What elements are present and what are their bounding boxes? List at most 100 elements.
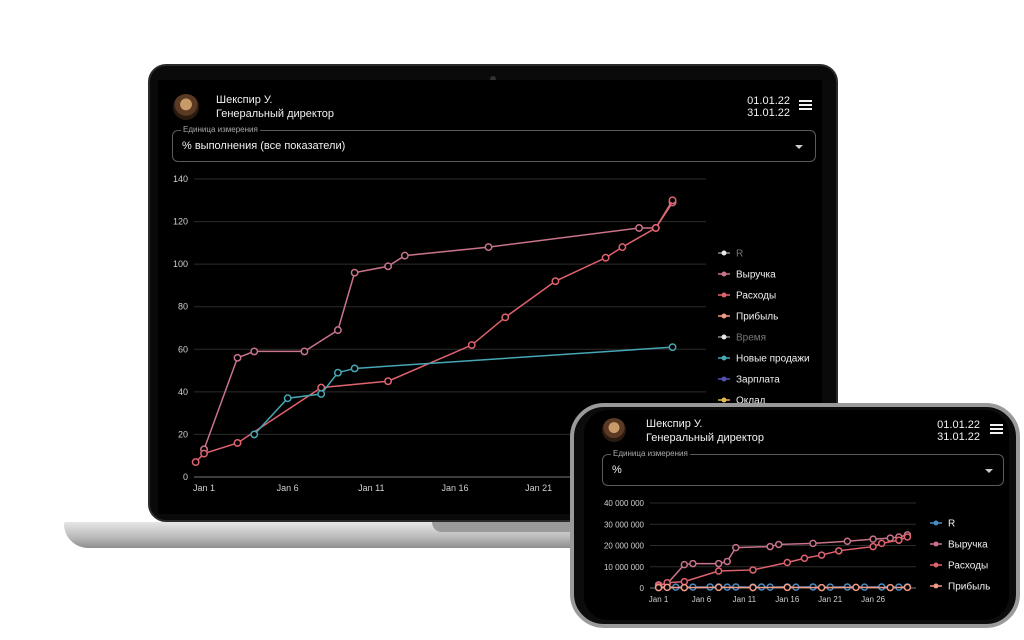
user-info: Шекспир У. Генеральный директор (216, 93, 334, 121)
data-point (817, 551, 826, 559)
data-point (689, 559, 697, 568)
phone-user-name: Шекспир У. (646, 418, 703, 430)
y-tick-label: 80 (178, 302, 188, 312)
unit-select-value: % выполнения (все показатели) (182, 140, 346, 152)
chevron-down-icon (795, 145, 803, 149)
data-point (333, 326, 342, 335)
data-point (714, 583, 723, 592)
y-tick-label: 40 000 000 (604, 499, 645, 508)
data-point (233, 353, 242, 362)
data-point (766, 542, 774, 551)
phone-screen: Шекспир У. Генеральный директор 01.01.22… (584, 410, 1009, 620)
data-point (651, 224, 660, 232)
laptop-camera (490, 76, 496, 82)
data-point (800, 554, 809, 562)
data-point (886, 534, 895, 542)
data-point (250, 347, 259, 356)
avatar[interactable] (173, 94, 199, 120)
data-point (895, 536, 903, 544)
period-start: 01.01.22 (747, 95, 790, 107)
legend-marker (933, 562, 939, 568)
legend-marker (721, 355, 727, 361)
phone-unit-select[interactable]: Единица измерения % (602, 449, 1004, 486)
phone-period-range[interactable]: 01.01.22 31.01.22 (937, 419, 980, 443)
y-tick-label: 0 (183, 472, 188, 482)
data-point (680, 583, 689, 592)
data-point (384, 377, 393, 386)
phone-user-role: Генеральный директор (646, 432, 764, 444)
data-point (663, 583, 671, 592)
x-tick-label: Jan 16 (442, 483, 469, 493)
phone-unit-select-label: Единица измерения (611, 449, 690, 459)
data-point (350, 364, 359, 373)
data-point (668, 196, 677, 205)
data-point (283, 394, 292, 403)
user-name: Шекспир У. (216, 94, 273, 106)
data-point (317, 383, 326, 392)
data-point (200, 449, 208, 458)
legend-marker (721, 376, 727, 382)
data-point (350, 268, 359, 277)
legend-label: Новые продажи (736, 354, 810, 365)
data-point (484, 243, 493, 252)
data-point (903, 533, 912, 541)
y-tick-label: 60 (178, 344, 188, 354)
data-point (400, 251, 409, 260)
x-tick-label: Jan 1 (193, 483, 215, 493)
y-tick-label: 0 (640, 584, 645, 593)
menu-icon[interactable] (799, 100, 812, 110)
y-tick-label: 20 (178, 429, 188, 439)
legend-label: Оклад (736, 396, 766, 407)
laptop-notch (432, 522, 582, 532)
x-tick-label: Jan 16 (775, 595, 800, 604)
data-point (843, 537, 852, 545)
legend-marker (933, 541, 939, 547)
data-point (817, 583, 826, 592)
data-point (668, 343, 677, 352)
x-tick-label: Jan 6 (692, 595, 712, 604)
data-point (877, 539, 886, 548)
data-point (384, 262, 393, 271)
phone-chevron-down-icon (985, 469, 993, 473)
legend-label: Расходы (948, 561, 988, 572)
phone-chart: 0 10 000 000 20 000 000 30 000 000 40 000 00… (604, 499, 990, 604)
data-point (749, 566, 757, 574)
data-point (835, 547, 843, 555)
data-point (783, 583, 792, 592)
y-tick-label: 120 (173, 217, 188, 227)
phone-period-start: 01.01.22 (937, 419, 980, 431)
series-line (195, 199, 674, 463)
period-end: 31.01.22 (747, 107, 790, 119)
legend-marker (721, 250, 727, 256)
legend-marker (721, 313, 727, 319)
legend-marker (721, 271, 727, 277)
unit-select[interactable]: Единица измерения % выполнения (все пока… (172, 125, 816, 162)
data-point (317, 390, 326, 398)
data-point (774, 540, 783, 549)
y-tick-label: 30 000 000 (604, 520, 645, 529)
data-point (749, 583, 757, 592)
data-point (869, 535, 877, 543)
data-point (852, 583, 860, 592)
period-range[interactable]: 01.01.22 31.01.22 (747, 95, 790, 119)
legend-label: Прибыль (948, 581, 990, 593)
data-point (333, 368, 342, 377)
data-point (680, 560, 689, 569)
legend-marker (933, 583, 939, 589)
legend-label: R (736, 249, 743, 260)
y-tick-label: 40 (178, 387, 188, 397)
legend-marker (933, 520, 939, 526)
laptop-screen: Шекспир У. Генеральный директор 01.01.22… (158, 80, 822, 514)
legend-label: Время (736, 333, 766, 344)
x-tick-label: Jan 26 (861, 595, 886, 604)
y-tick-label: 20 000 000 (604, 542, 645, 551)
data-point (300, 347, 309, 356)
data-point (250, 430, 259, 439)
phone-avatar[interactable] (602, 418, 626, 442)
data-point (467, 341, 476, 349)
phone-user-info: Шекспир У. Генеральный директор (646, 417, 764, 445)
legend-marker (721, 334, 727, 340)
phone-period-end: 31.01.22 (937, 431, 980, 443)
phone-menu-icon[interactable] (990, 424, 1003, 434)
data-point (723, 557, 731, 566)
